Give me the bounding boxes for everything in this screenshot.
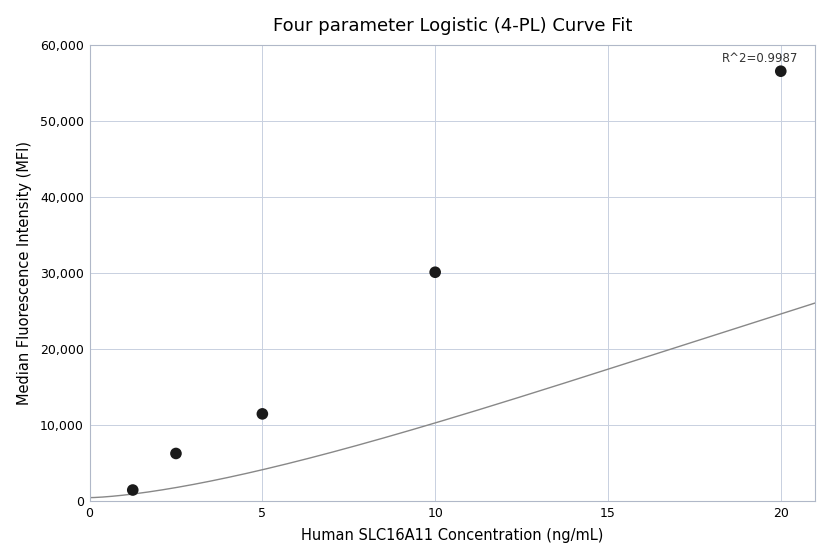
Title: Four parameter Logistic (4-PL) Curve Fit: Four parameter Logistic (4-PL) Curve Fit [273, 17, 632, 35]
Y-axis label: Median Fluorescence Intensity (MFI): Median Fluorescence Intensity (MFI) [17, 141, 32, 405]
X-axis label: Human SLC16A11 Concentration (ng/mL): Human SLC16A11 Concentration (ng/mL) [301, 528, 604, 543]
Text: R^2=0.9987: R^2=0.9987 [721, 52, 798, 65]
Point [169, 449, 182, 458]
Point [774, 67, 787, 76]
Point [126, 486, 140, 494]
Point [255, 409, 269, 418]
Point [428, 268, 442, 277]
